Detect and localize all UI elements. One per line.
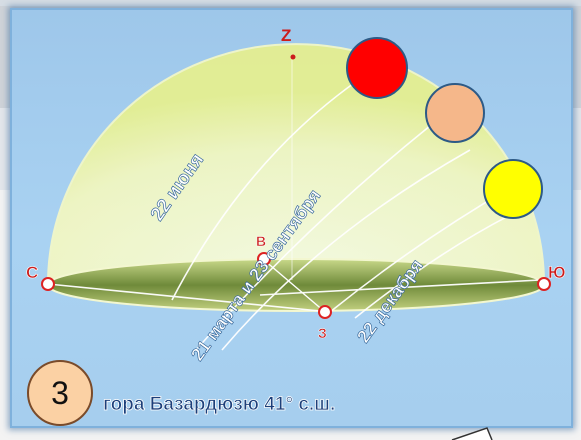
callout-pointer — [451, 427, 493, 440]
sun-path-june — [171, 67, 377, 301]
south-point — [537, 277, 551, 291]
east-west-line — [263, 259, 326, 313]
north-label: С — [26, 263, 38, 282]
sun-december-icon — [483, 159, 543, 219]
top-strip — [0, 0, 581, 6]
sun-path-extra-1 — [221, 149, 471, 351]
zenith-label: Z — [281, 26, 291, 45]
sun-path-equinox — [195, 109, 451, 351]
east-point — [257, 252, 271, 266]
zenith-point — [290, 54, 296, 60]
sun-equinox-icon — [425, 83, 485, 143]
sun-path-extra-3 — [259, 279, 541, 296]
sun-june-icon — [346, 37, 408, 99]
sky-dome — [46, 43, 546, 285]
south-label: Ю — [548, 263, 566, 282]
north-point — [41, 277, 55, 291]
east-label: В — [256, 233, 266, 249]
west-label: З — [318, 325, 327, 341]
sun-path-extra-4 — [47, 283, 331, 313]
slide-number-badge: 3 — [27, 360, 93, 426]
west-point — [318, 305, 332, 319]
horizon-plane — [47, 258, 545, 312]
caption: гора Базардюзю 41° с.ш. — [103, 394, 335, 415]
sun-path-extra-2 — [354, 209, 521, 319]
